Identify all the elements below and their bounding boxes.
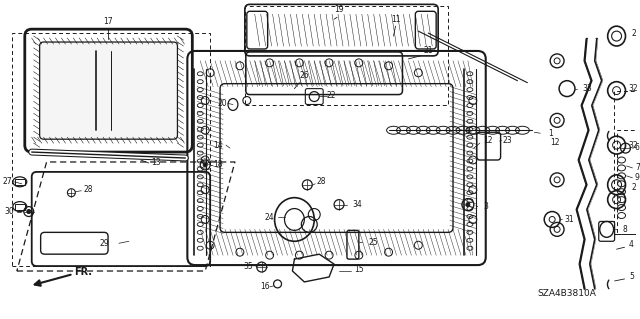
Ellipse shape [554, 117, 560, 123]
Text: 35: 35 [243, 262, 253, 271]
Text: 21: 21 [424, 47, 433, 56]
Text: 12: 12 [550, 138, 560, 147]
Bar [15, 204, 25, 210]
Ellipse shape [554, 58, 560, 64]
Text: 32: 32 [628, 141, 638, 150]
Text: 32: 32 [628, 84, 638, 93]
Text: 19: 19 [334, 5, 344, 14]
Text: 26: 26 [300, 71, 309, 80]
Bar [15, 179, 25, 185]
Ellipse shape [554, 226, 560, 232]
Text: 18: 18 [213, 160, 223, 169]
Bar [12, 33, 210, 266]
Text: 13: 13 [151, 159, 161, 167]
Ellipse shape [27, 210, 31, 213]
Text: 14: 14 [213, 141, 223, 150]
Text: 17: 17 [103, 17, 113, 26]
Text: 11: 11 [391, 15, 400, 24]
Text: 12: 12 [483, 136, 492, 145]
Text: 31: 31 [564, 215, 574, 224]
Bar [616, 130, 640, 234]
Text: SZA4B3810A: SZA4B3810A [538, 289, 596, 298]
Text: 30: 30 [4, 207, 14, 216]
Text: 9: 9 [635, 173, 640, 182]
Text: 1: 1 [548, 129, 552, 138]
FancyBboxPatch shape [40, 42, 177, 139]
Text: 3: 3 [483, 202, 488, 211]
Text: 25: 25 [369, 238, 378, 247]
Text: FR.: FR. [74, 267, 92, 277]
Text: 28: 28 [83, 185, 93, 194]
Text: 5: 5 [629, 272, 634, 281]
Text: 24: 24 [265, 213, 275, 222]
Text: 6: 6 [635, 143, 640, 152]
Text: 8: 8 [622, 225, 627, 234]
Text: 16: 16 [260, 282, 269, 291]
Bar [245, 6, 448, 106]
Text: 33: 33 [582, 84, 592, 93]
Text: 28: 28 [316, 177, 326, 186]
Ellipse shape [466, 203, 470, 207]
Ellipse shape [204, 163, 207, 167]
Bar [614, 91, 640, 234]
Text: 20: 20 [217, 99, 227, 108]
Text: 15: 15 [354, 264, 364, 273]
Text: 2: 2 [631, 29, 636, 38]
Ellipse shape [549, 217, 555, 222]
Text: 7: 7 [635, 163, 640, 173]
Text: 34: 34 [352, 200, 362, 209]
Text: 23: 23 [503, 136, 513, 145]
Text: 22: 22 [326, 91, 336, 100]
Text: 4: 4 [629, 240, 634, 249]
Text: 29: 29 [99, 239, 109, 248]
Text: 2: 2 [631, 183, 636, 192]
Text: 27: 27 [2, 177, 12, 186]
Ellipse shape [554, 177, 560, 183]
